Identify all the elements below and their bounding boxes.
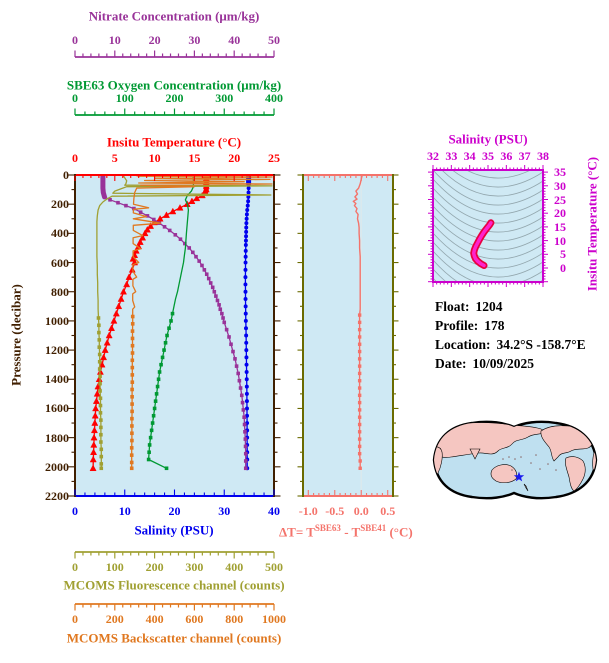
float-location-star — [513, 471, 525, 482]
